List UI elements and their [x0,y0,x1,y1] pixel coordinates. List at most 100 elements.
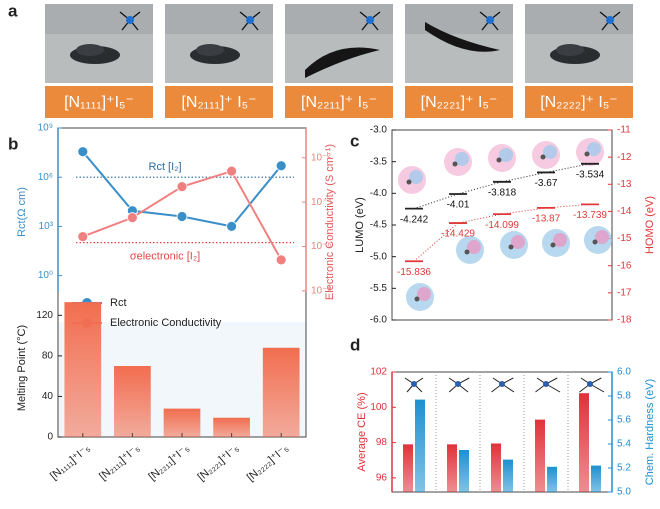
bar [535,419,545,492]
y-axis-label: Average CE (%) [356,392,368,471]
y-tick-label: 80 [42,351,54,362]
atom [496,157,502,163]
orbital [511,235,525,249]
icon-atom [366,16,374,24]
photo-shade [405,4,513,34]
y2-tick-label: 10⁻⁶ [311,241,332,252]
bar [459,450,469,492]
label-box [525,86,633,118]
y2-tick-label: -18 [617,315,632,326]
legend-label: Electronic Conductivity [110,317,222,329]
y-tick-label: 96 [376,473,388,484]
level-label: -13.739 [573,210,607,221]
atom [414,296,420,302]
icon-atom [543,381,549,387]
icon-atom [606,16,614,24]
label-box [165,86,273,118]
bar [591,465,601,492]
y-tick-label: -4.0 [370,188,388,199]
panel-label: d [350,335,360,354]
icon-atom [455,381,461,387]
photo-shade [525,4,633,34]
point [176,181,188,193]
bar [447,444,457,492]
y-tick-label: -3.5 [370,156,388,167]
y-tick-label: -5.5 [370,283,388,294]
point [176,211,188,222]
point [77,231,89,242]
y-tick-label: -6.0 [370,315,388,326]
y2-tick-label: 10⁻⁸ [311,286,332,297]
orbital [595,230,609,244]
level-label: -3.534 [576,169,605,180]
atom [540,154,546,160]
y2-tick-label: 5.0 [617,487,631,498]
level-label: -4.01 [447,200,470,211]
y-tick-label: 10⁰ [38,270,53,281]
bar [213,417,250,437]
icon-atom [126,16,134,24]
y-axis-label: Rct(Ω cm) [16,187,28,237]
panel-label: c [350,131,359,150]
bar [114,366,151,437]
icon-atom [587,381,593,387]
atom [584,151,590,157]
point [275,160,287,172]
y-tick-label: 10⁶ [38,172,53,183]
y-tick-label: 10³ [39,221,54,232]
x-tick-label: [N₂₂₂₂]⁺I⁻₅ [245,442,291,483]
y2-tick-label: -15 [617,233,632,244]
atom [406,179,412,185]
reference-label: Rct [I₂] [149,161,182,173]
sample [305,47,380,78]
point [77,146,89,158]
atom [508,244,514,250]
photo-shade [45,4,153,34]
bar [262,347,300,437]
y2-tick-label: 10⁻⁴ [311,197,332,208]
level-label: -3.818 [488,187,517,198]
sample [425,22,500,52]
icon-atom [246,16,254,24]
compound-label: [N₂₂₁₁]⁺ I₅⁻ [301,94,377,111]
atom [550,242,556,248]
icon-atom [486,16,494,24]
y2-tick-label: 5.6 [617,415,631,426]
y2-axis-label: Electronic Conductivity (S cm⁻¹) [324,144,336,300]
x-tick-label: [N₂₁₁₁]⁺I⁻₅ [97,442,142,482]
label-box [285,86,393,118]
x-tick-label: [N₂₂₁₁]⁺I⁻₅ [146,442,191,483]
atom [452,161,458,167]
atom [592,239,598,245]
bar [64,302,102,437]
orbital [467,240,481,254]
y-tick-label: -5.0 [370,251,388,262]
orbital [455,152,469,166]
compound-label: [N₂₁₁₁]⁺ I₅⁻ [181,94,256,111]
y2-tick-label: -11 [617,125,631,136]
orbital [587,142,601,156]
panel-label: a [8,1,18,20]
y2-axis-label: HOMO (eV) [644,196,656,254]
label-box [45,86,153,118]
orbital [499,148,513,162]
sample [76,44,104,56]
panel-label: b [8,134,18,153]
atom [464,249,470,255]
y2-tick-label: 10⁻² [311,152,331,163]
y-tick-label: 98 [376,437,388,448]
y2-tick-label: 5.8 [617,391,631,402]
sample [556,44,584,56]
y2-tick-label: 6.0 [617,367,631,378]
bar [403,444,413,492]
compound-label: [N₂₂₂₂]⁺ I₅⁻ [540,94,618,111]
photo-shade [285,4,393,34]
legend-label: Rct [110,297,127,309]
y-tick-label: 0 [47,432,53,443]
level-connector [413,163,591,210]
y2-tick-label: -14 [617,206,632,217]
level-label: -4.242 [400,214,429,225]
y2-tick-label: 5.2 [617,463,631,474]
reference-label: σelectronic [I₂] [130,251,200,263]
